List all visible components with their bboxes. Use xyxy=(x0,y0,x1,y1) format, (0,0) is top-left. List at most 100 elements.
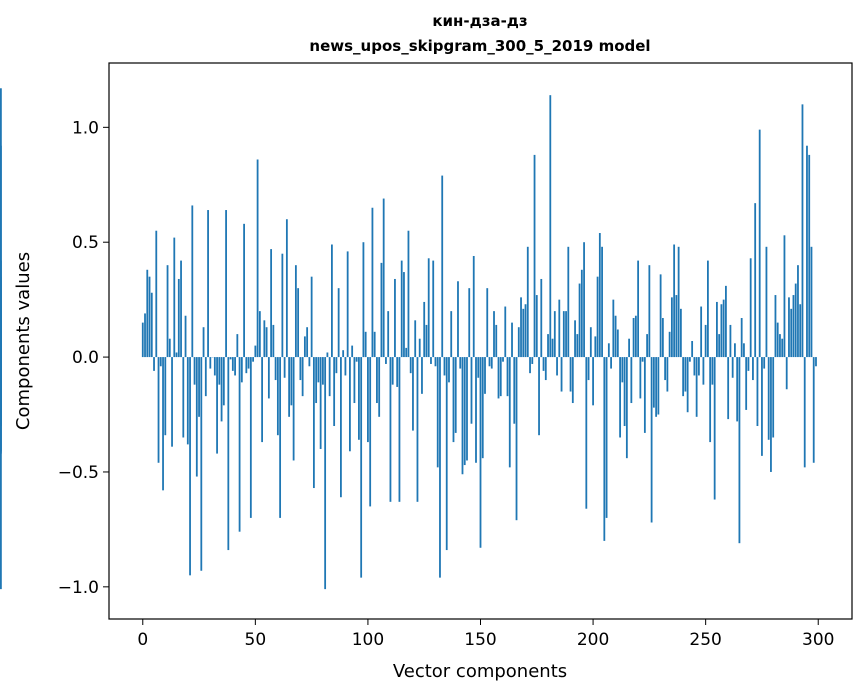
bar-143 xyxy=(463,357,466,466)
bar-208 xyxy=(610,357,612,369)
bar-188 xyxy=(565,311,567,358)
bar-76 xyxy=(312,357,315,489)
bar-5 xyxy=(153,357,155,371)
bar-64 xyxy=(285,219,288,358)
bar-42 xyxy=(236,334,239,358)
bar-56 xyxy=(267,357,270,399)
bar-117 xyxy=(405,347,408,358)
bar-283 xyxy=(779,334,781,358)
bar-92 xyxy=(349,357,351,452)
bar-145 xyxy=(468,288,471,358)
y-tick-label: 0.5 xyxy=(72,233,99,253)
x-tick-label: 50 xyxy=(245,630,267,650)
bar-180 xyxy=(547,334,549,358)
bar-119 xyxy=(409,357,412,374)
bar-237 xyxy=(675,295,678,358)
bar-undefined xyxy=(0,320,2,358)
bar-275 xyxy=(761,357,763,456)
bar-183 xyxy=(553,311,556,358)
bar-131 xyxy=(436,357,439,468)
bar-87 xyxy=(337,288,340,358)
bar-249 xyxy=(702,357,705,385)
y-tick-label: 1.0 xyxy=(72,118,99,138)
bar-130 xyxy=(434,357,437,367)
bar-44 xyxy=(240,357,243,383)
bar-210 xyxy=(614,315,617,358)
bar-undefined xyxy=(0,357,2,590)
bar-246 xyxy=(695,357,698,417)
bar-204 xyxy=(601,246,603,358)
bar-226 xyxy=(650,357,653,523)
bar-265 xyxy=(738,357,741,544)
bar-276 xyxy=(763,357,766,369)
bar-78 xyxy=(317,357,320,383)
bar-95 xyxy=(355,357,358,362)
bar-244 xyxy=(691,341,694,358)
bar-6 xyxy=(155,230,158,358)
bar-68 xyxy=(294,265,297,358)
bar-269 xyxy=(747,357,750,371)
bar-107 xyxy=(382,198,385,358)
bar-235 xyxy=(670,297,673,358)
bar-149 xyxy=(477,357,480,378)
bar-99 xyxy=(364,331,367,358)
bar-102 xyxy=(371,207,374,358)
bar-278 xyxy=(767,357,770,440)
bar-255 xyxy=(716,301,718,358)
bar-38 xyxy=(227,357,230,551)
bar-186 xyxy=(560,357,563,392)
bar-69 xyxy=(297,288,300,358)
bar-12 xyxy=(168,338,171,358)
bar-174 xyxy=(533,154,536,358)
bar-138 xyxy=(452,357,455,443)
bar-75 xyxy=(310,276,313,358)
bar-198 xyxy=(587,357,590,381)
bar-253 xyxy=(711,357,714,385)
bar-127 xyxy=(427,258,430,358)
bar-85 xyxy=(333,357,336,427)
bar-217 xyxy=(630,357,633,404)
bar-151 xyxy=(481,357,484,459)
bar-298 xyxy=(812,357,815,463)
bar-273 xyxy=(756,357,759,427)
bar-48 xyxy=(249,357,252,518)
bar-147 xyxy=(472,255,475,358)
bar-80 xyxy=(321,357,324,385)
bar-236 xyxy=(673,244,676,358)
bar-279 xyxy=(770,357,772,472)
bar-83 xyxy=(328,357,331,397)
bar-30 xyxy=(209,357,212,369)
x-tick-label: 250 xyxy=(689,630,721,650)
bar-15 xyxy=(175,352,178,358)
bar-2 xyxy=(146,269,149,358)
bar-284 xyxy=(781,338,784,358)
bar-98 xyxy=(362,242,365,358)
bar-268 xyxy=(745,357,748,410)
bar-39 xyxy=(229,357,232,360)
bar-undefined xyxy=(0,260,2,358)
bar-19 xyxy=(184,315,187,358)
bar-24 xyxy=(195,357,198,477)
bar-34 xyxy=(218,357,221,385)
bar-33 xyxy=(216,357,218,454)
bar-71 xyxy=(301,357,304,397)
bar-263 xyxy=(734,343,736,358)
bar-165 xyxy=(513,357,516,424)
bar-139 xyxy=(454,357,457,433)
bar-23 xyxy=(193,357,196,385)
bar-105 xyxy=(378,357,381,417)
bar-227 xyxy=(652,357,655,408)
bar-27 xyxy=(202,327,205,358)
bar-60 xyxy=(276,357,279,436)
bar-65 xyxy=(288,357,291,417)
bar-251 xyxy=(707,260,709,358)
bar-52 xyxy=(258,311,261,358)
bar-176 xyxy=(538,357,540,436)
bar-229 xyxy=(657,357,660,415)
bar-292 xyxy=(799,304,802,358)
bar-178 xyxy=(542,357,545,371)
bar-291 xyxy=(797,265,799,358)
bar-61 xyxy=(279,357,282,518)
bar-219 xyxy=(634,315,637,358)
